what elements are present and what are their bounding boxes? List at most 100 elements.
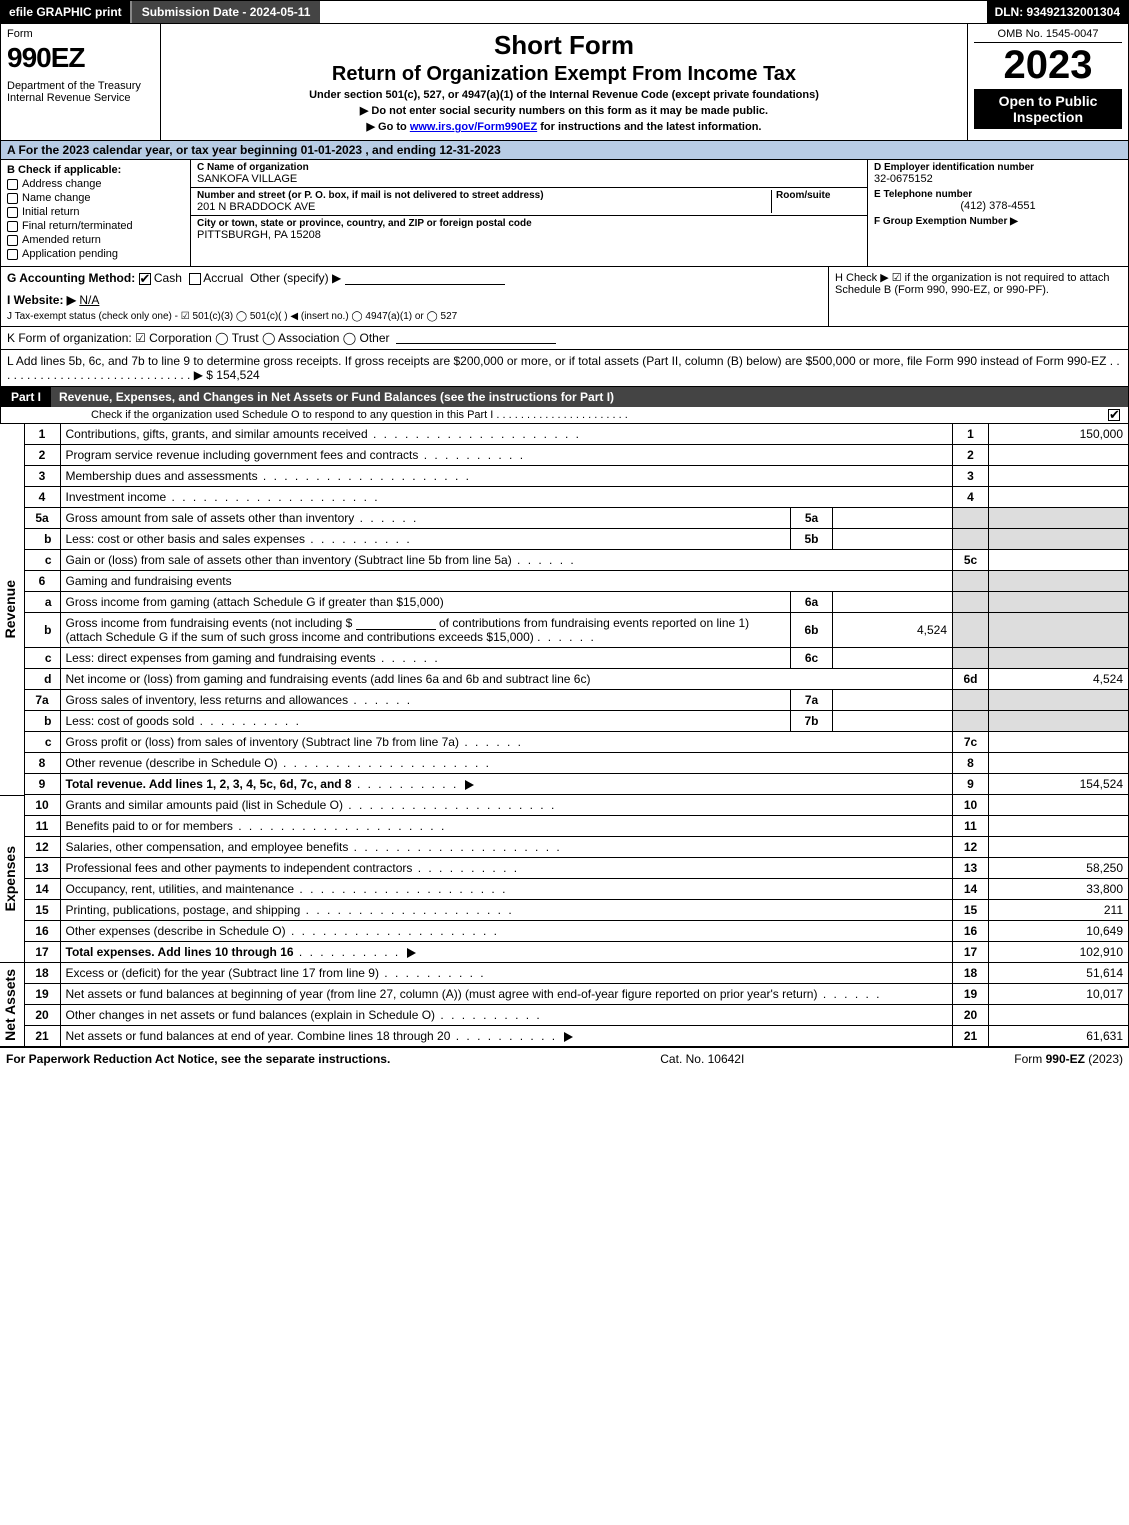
dln: DLN: 93492132001304 xyxy=(987,1,1128,23)
l3-ln: 3 xyxy=(953,466,989,487)
org-name-row: C Name of organization SANKOFA VILLAGE xyxy=(191,160,867,188)
row-16: 16 Other expenses (describe in Schedule … xyxy=(0,921,1129,942)
efile-print[interactable]: efile GRAPHIC print xyxy=(1,1,130,23)
l17-amt: 102,910 xyxy=(989,942,1129,963)
grp-sec: F Group Exemption Number ▶ xyxy=(874,216,1122,227)
footer: For Paperwork Reduction Act Notice, see … xyxy=(0,1047,1129,1070)
chk-address-change[interactable]: Address change xyxy=(7,178,184,190)
l7b-in: 7b xyxy=(791,711,833,732)
l7b-shade xyxy=(953,711,989,732)
l17-ln: 17 xyxy=(953,942,989,963)
tax-year: 2023 xyxy=(974,45,1122,85)
section-i: I Website: ▶ N/A xyxy=(7,293,822,307)
expenses-vlabel: Expenses xyxy=(0,842,20,915)
l6c-in: 6c xyxy=(791,648,833,669)
l19-t: Net assets or fund balances at beginning… xyxy=(60,984,953,1005)
l5b-shade2 xyxy=(989,529,1129,550)
chk-final-return[interactable]: Final return/terminated xyxy=(7,220,184,232)
l9-t: Total revenue. Add lines 1, 2, 3, 4, 5c,… xyxy=(60,774,953,795)
l6a-shade2 xyxy=(989,592,1129,613)
ein-label: D Employer identification number xyxy=(874,162,1122,173)
l5a-in: 5a xyxy=(791,508,833,529)
l4-t: Investment income xyxy=(60,487,953,508)
tel-sec: E Telephone number (412) 378-4551 xyxy=(874,189,1122,212)
section-b-label: B Check if applicable: xyxy=(7,164,184,176)
chk-amended-return[interactable]: Amended return xyxy=(7,234,184,246)
sub3-pre: ▶ Go to xyxy=(367,121,410,133)
k-text: K Form of organization: ☑ Corporation ◯ … xyxy=(7,331,390,345)
arrow-icon xyxy=(407,948,416,958)
l6c-n: c xyxy=(24,648,60,669)
omb-number: OMB No. 1545-0047 xyxy=(974,28,1122,43)
l14-t: Occupancy, rent, utilities, and maintena… xyxy=(60,879,953,900)
l7a-shade2 xyxy=(989,690,1129,711)
l5b-n: b xyxy=(24,529,60,550)
gh-row: G Accounting Method: Cash Accrual Other … xyxy=(0,267,1129,327)
l5c-amt xyxy=(989,550,1129,571)
l12-n: 12 xyxy=(24,837,60,858)
row-5a: 5a Gross amount from sale of assets othe… xyxy=(0,508,1129,529)
l2-ln: 2 xyxy=(953,445,989,466)
row-7c: c Gross profit or (loss) from sales of i… xyxy=(0,732,1129,753)
l-amount: 154,524 xyxy=(216,368,259,382)
part1-table: Revenue 1 Contributions, gifts, grants, … xyxy=(0,424,1129,1047)
l11-n: 11 xyxy=(24,816,60,837)
l2-n: 2 xyxy=(24,445,60,466)
l8-ln: 8 xyxy=(953,753,989,774)
city: PITTSBURGH, PA 15208 xyxy=(197,229,861,241)
k-blank xyxy=(396,332,556,344)
row-12: 12 Salaries, other compensation, and emp… xyxy=(0,837,1129,858)
chk-initial-return[interactable]: Initial return xyxy=(7,206,184,218)
g-label: G Accounting Method: xyxy=(7,271,135,285)
l6b-n: b xyxy=(24,613,60,648)
chk-application-pending[interactable]: Application pending xyxy=(7,248,184,260)
checkbox-icon xyxy=(7,193,18,204)
l6b-t1: Gross income from fundraising events (no… xyxy=(66,616,353,630)
l15-amt: 211 xyxy=(989,900,1129,921)
row-15: 15 Printing, publications, postage, and … xyxy=(0,900,1129,921)
l15-n: 15 xyxy=(24,900,60,921)
subtitle-1: Under section 501(c), 527, or 4947(a)(1)… xyxy=(169,89,959,101)
line-a-text: A For the 2023 calendar year, or tax yea… xyxy=(7,143,501,157)
arrow-icon xyxy=(564,1032,573,1042)
l7a-in: 7a xyxy=(791,690,833,711)
submission-date: Submission Date - 2024-05-11 xyxy=(130,1,321,23)
l7c-amt xyxy=(989,732,1129,753)
l3-amt xyxy=(989,466,1129,487)
l7b-iamt xyxy=(833,711,953,732)
l6a-shade xyxy=(953,592,989,613)
header-left: Form 990EZ Department of the Treasury In… xyxy=(1,24,161,140)
l16-ln: 16 xyxy=(953,921,989,942)
checkbox-icon xyxy=(7,179,18,190)
chk-accrual[interactable] xyxy=(189,273,201,285)
l13-amt: 58,250 xyxy=(989,858,1129,879)
irs-link[interactable]: www.irs.gov/Form990EZ xyxy=(410,121,537,133)
part1-title: Revenue, Expenses, and Changes in Net As… xyxy=(51,387,1128,407)
part1-sub-check[interactable] xyxy=(1108,409,1120,421)
chk-label: Name change xyxy=(22,192,91,204)
main-title: Return of Organization Exempt From Incom… xyxy=(169,63,959,86)
l6c-iamt xyxy=(833,648,953,669)
sub3-post: for instructions and the latest informat… xyxy=(537,121,761,133)
l19-amt: 10,017 xyxy=(989,984,1129,1005)
short-form-title: Short Form xyxy=(169,30,959,61)
l5a-shade xyxy=(953,508,989,529)
row-6a: a Gross income from gaming (attach Sched… xyxy=(0,592,1129,613)
section-j: J Tax-exempt status (check only one) - ☑… xyxy=(7,311,822,322)
l18-n: 18 xyxy=(24,963,60,984)
chk-name-change[interactable]: Name change xyxy=(7,192,184,204)
addr-row: Number and street (or P. O. box, if mail… xyxy=(191,188,867,216)
section-g-i-j: G Accounting Method: Cash Accrual Other … xyxy=(1,267,828,326)
row-8: 8 Other revenue (describe in Schedule O)… xyxy=(0,753,1129,774)
l21-amt: 61,631 xyxy=(989,1026,1129,1047)
l9-ln: 9 xyxy=(953,774,989,795)
l20-t: Other changes in net assets or fund bala… xyxy=(60,1005,953,1026)
city-row: City or town, state or province, country… xyxy=(191,216,867,243)
footer-right-b: 990-EZ xyxy=(1046,1052,1085,1066)
l19-n: 19 xyxy=(24,984,60,1005)
chk-cash[interactable] xyxy=(139,273,151,285)
city-label: City or town, state or province, country… xyxy=(197,218,861,229)
l18-t: Excess or (deficit) for the year (Subtra… xyxy=(60,963,953,984)
l5c-n: c xyxy=(24,550,60,571)
l12-ln: 12 xyxy=(953,837,989,858)
